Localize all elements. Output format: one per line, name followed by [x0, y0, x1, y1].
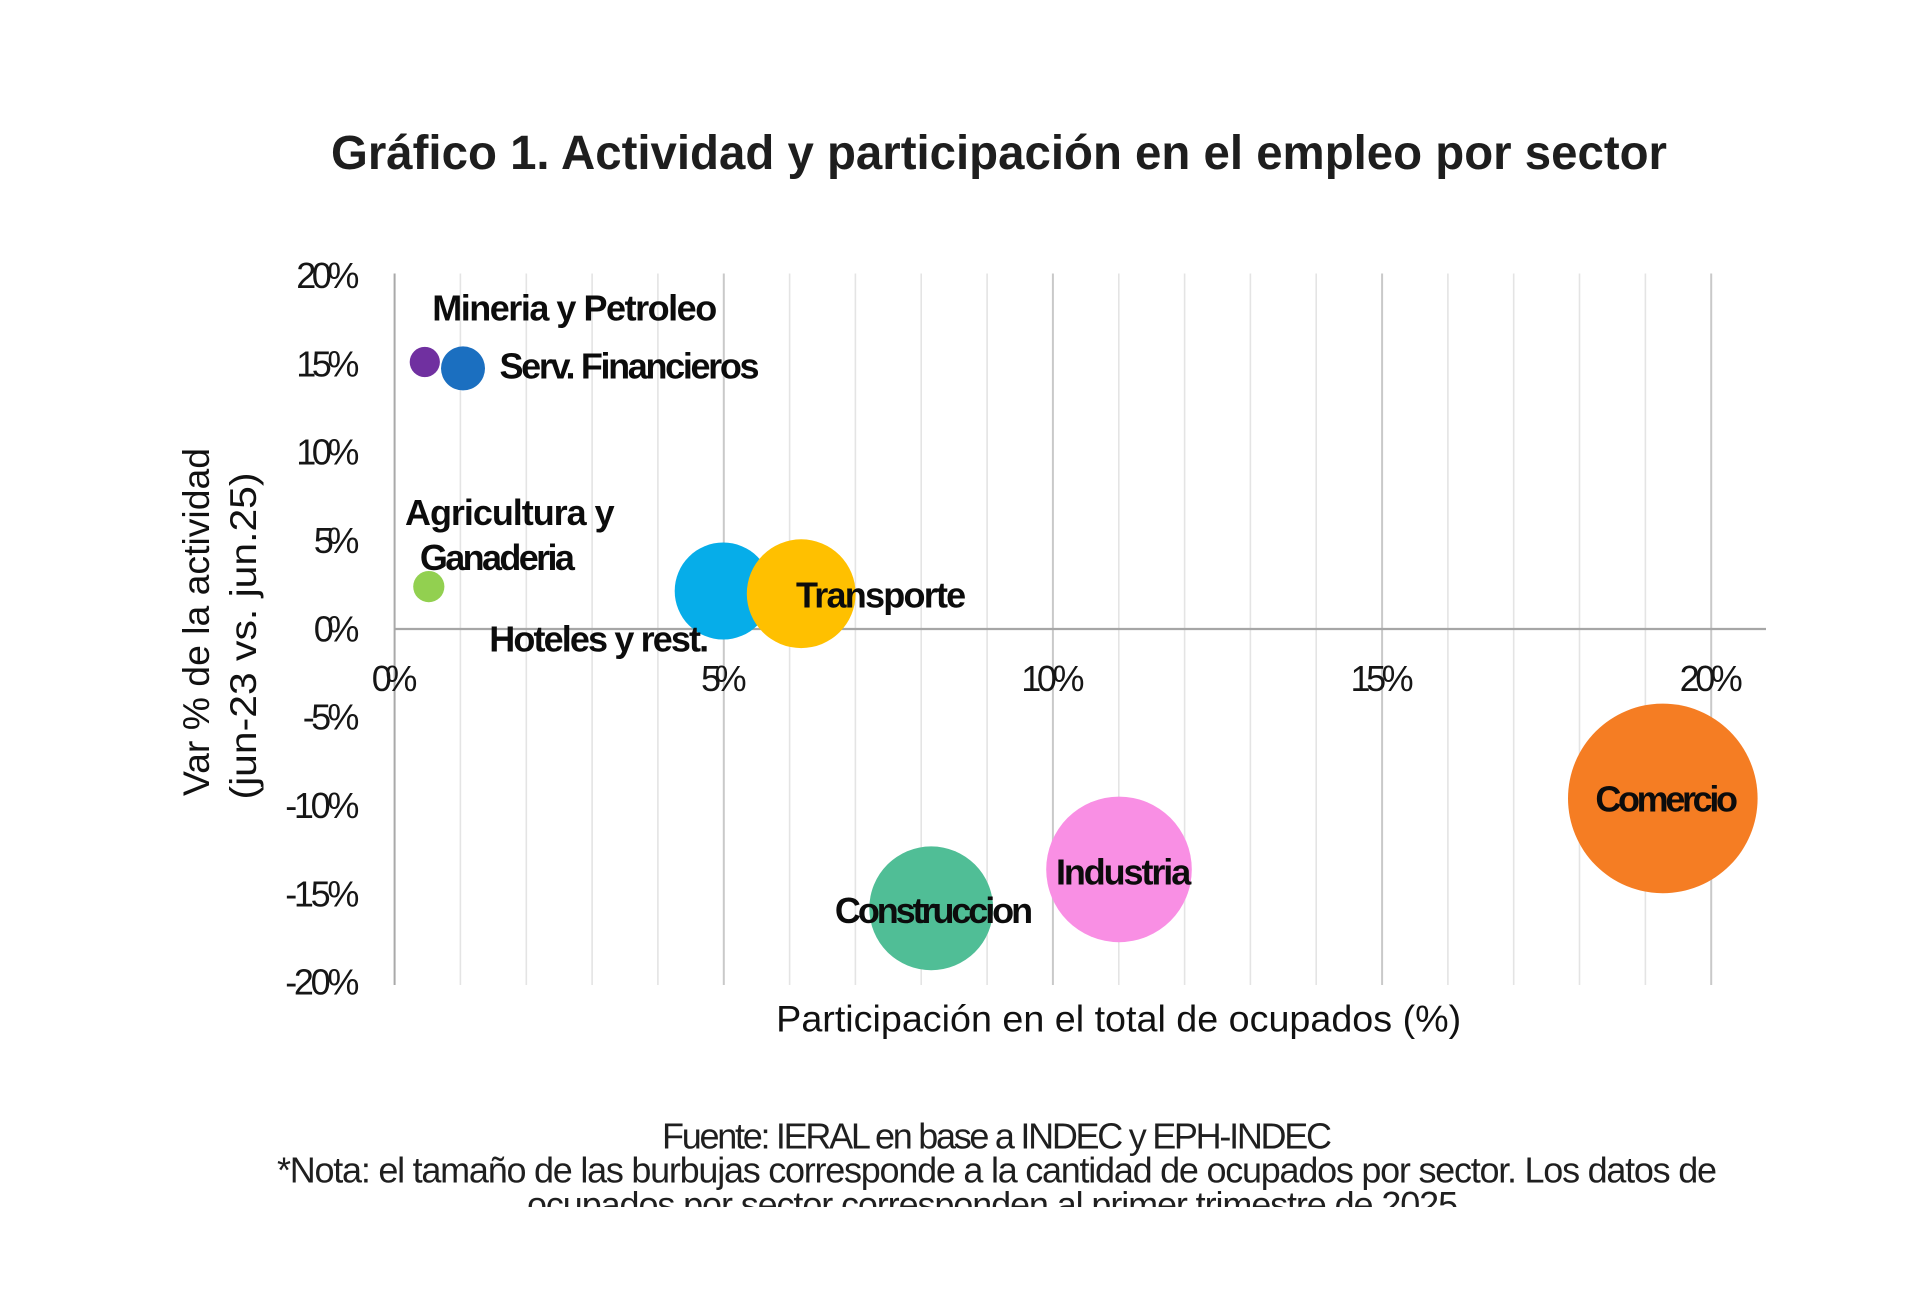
svg-text:Construccion: Construccion: [835, 890, 1033, 931]
svg-text:Gráfico 1. Actividad y partici: Gráfico 1. Actividad y participación en …: [331, 127, 1667, 180]
svg-text:Comercio: Comercio: [1595, 779, 1738, 820]
svg-text:20%: 20%: [1680, 658, 1743, 699]
svg-text:15%: 15%: [296, 343, 359, 384]
svg-text:10%: 10%: [296, 432, 359, 473]
svg-text:0%: 0%: [314, 608, 360, 649]
svg-text:-20%: -20%: [285, 962, 359, 1003]
svg-text:Ganaderia: Ganaderia: [420, 537, 576, 578]
svg-text:10%: 10%: [1021, 658, 1084, 699]
svg-text:Transporte: Transporte: [796, 574, 966, 615]
svg-text:Industria: Industria: [1056, 851, 1192, 892]
svg-text:Hoteles y rest.: Hoteles y rest.: [489, 619, 709, 660]
svg-text:Mineria y Petroleo: Mineria y Petroleo: [432, 288, 717, 329]
svg-text:(jun-23 vs. jun.25): (jun-23 vs. jun.25): [223, 473, 264, 800]
svg-text:Fuente: IERAL en base a INDEC: Fuente: IERAL en base a INDEC y EPH-INDE…: [662, 1115, 1332, 1156]
svg-text:Agricultura y: Agricultura y: [405, 492, 615, 533]
svg-text:5%: 5%: [701, 658, 747, 699]
svg-text:-15%: -15%: [285, 873, 359, 914]
svg-text:20%: 20%: [296, 255, 359, 296]
svg-text:0%: 0%: [372, 658, 418, 699]
svg-text:Var % de la actividad: Var % de la actividad: [176, 448, 217, 796]
svg-text:15%: 15%: [1351, 658, 1414, 699]
svg-text:5%: 5%: [314, 520, 360, 561]
svg-text:*Nota: el tamaño de las burbuj: *Nota: el tamaño de las burbujas corresp…: [277, 1150, 1717, 1191]
svg-text:Participación en el total de o: Participación en el total de ocupados (%…: [776, 999, 1461, 1040]
svg-text:Serv. Financieros: Serv. Financieros: [500, 346, 760, 387]
svg-text:-10%: -10%: [285, 785, 359, 826]
svg-text:-5%: -5%: [303, 697, 360, 738]
